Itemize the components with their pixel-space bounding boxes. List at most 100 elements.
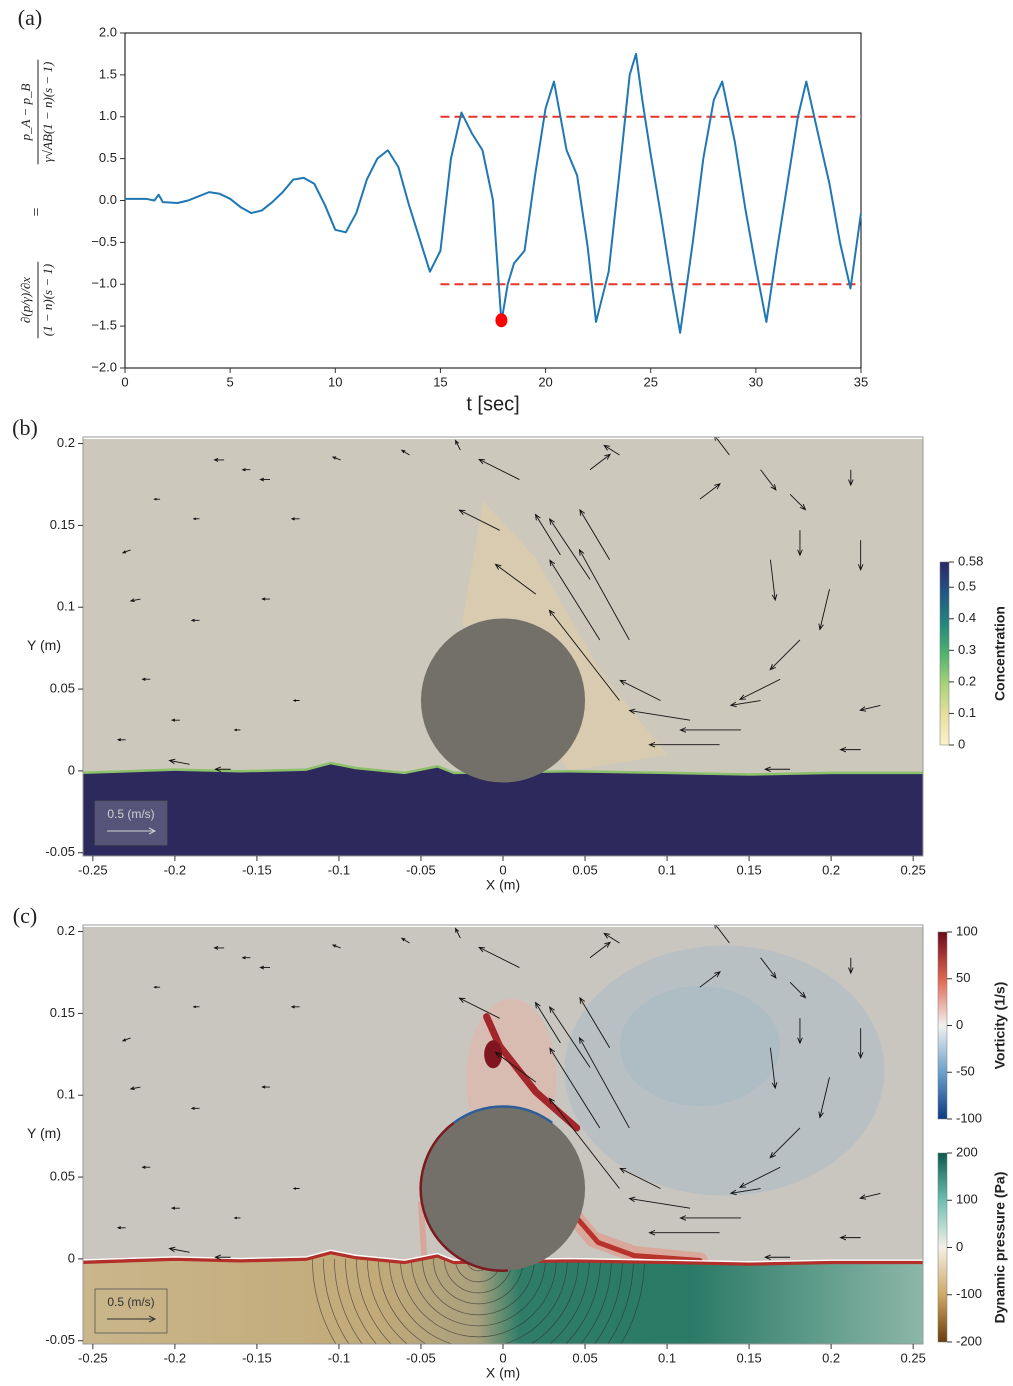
highlight-marker (495, 313, 508, 328)
velocity-arrow (628, 708, 691, 721)
x-tick-label: -0.05 (406, 1350, 436, 1365)
shear-streak (574, 1215, 703, 1264)
colorbar-title: Vorticity (1/s) (992, 982, 1008, 1070)
x-axis-label: X (m) (486, 1365, 520, 1381)
y-tick-label: 0.2 (57, 923, 75, 938)
y-tick-label: 0.15 (50, 1005, 75, 1020)
velocity-arrow (549, 559, 601, 641)
velocity-arrow (400, 449, 410, 456)
cylinder (420, 1106, 586, 1271)
velocity-arrow (292, 699, 300, 702)
velocity-arrow (116, 738, 126, 742)
velocity-arrow (213, 458, 225, 462)
colorbar-tick-label: 0.4 (958, 610, 976, 625)
contour (400, 1258, 557, 1338)
velocity-arrow (458, 509, 500, 531)
x-tick-label: -0.05 (406, 862, 436, 877)
y-tick-label: 1.5 (99, 66, 117, 81)
wake-core (484, 1040, 503, 1069)
velocity-arrow (760, 957, 777, 979)
quiver-key-box (94, 1288, 168, 1334)
x-tick-label: -0.2 (164, 1350, 186, 1365)
y-tick-label: −0.5 (91, 234, 117, 249)
velocity-arrow (233, 1216, 241, 1220)
data-line (125, 52, 862, 334)
velocity-arrow (579, 508, 611, 560)
contour (367, 1258, 590, 1344)
colorbar-tick-label: 0 (958, 736, 965, 751)
velocity-arrow (628, 1196, 691, 1209)
colorbar (937, 1152, 948, 1343)
velocity-arrow (769, 1127, 801, 1159)
velocity-arrow (769, 639, 801, 671)
cylinder (420, 618, 586, 783)
contour (433, 1258, 524, 1305)
x-tick-label: 0 (499, 1350, 506, 1365)
y-tick-label: 0.05 (50, 680, 75, 695)
y-tick-label: 0.1 (57, 1087, 75, 1102)
x-tick-label: 0.2 (822, 1350, 840, 1365)
velocity-arrow (478, 458, 520, 480)
x-tick-label: -0.2 (164, 862, 186, 877)
x-tick-label: -0.1 (328, 862, 350, 877)
velocity-arrow (763, 1254, 791, 1261)
quiver-key-box (94, 800, 168, 846)
velocity-arrow (121, 1037, 131, 1042)
x-tick-label: 0.15 (736, 862, 761, 877)
velocity-arrow (548, 517, 591, 580)
velocity-arrow (548, 609, 620, 701)
velocity-arrow (549, 1047, 601, 1129)
velocity-arrow (589, 941, 612, 959)
x-tick-label: -0.15 (242, 862, 272, 877)
velocity-arrow (292, 1187, 300, 1190)
velocity-arrow (859, 704, 881, 712)
contour (444, 1258, 513, 1294)
y-axis-label: Y (m) (27, 637, 61, 653)
velocity-arrow (241, 956, 251, 960)
y-label-denominator: γ√AB(1 − n)(s − 1) (40, 62, 55, 163)
velocity-arrow (548, 1097, 620, 1189)
velocity-arrow (478, 946, 520, 968)
colorbar-tick-label: -50 (956, 1064, 975, 1079)
velocity-arrow (738, 1166, 781, 1188)
velocity-arrow (290, 1005, 300, 1009)
velocity-arrow (331, 456, 341, 461)
velocity-arrow (261, 1085, 271, 1089)
contour (411, 1258, 546, 1327)
quiver-key-arrow (107, 1315, 157, 1323)
panel-label: (a) (18, 5, 42, 30)
y-tick-label: 0 (68, 762, 75, 777)
velocity-arrow (233, 728, 241, 732)
x-tick-label: 0.2 (822, 862, 840, 877)
colorbar (939, 561, 950, 746)
velocity-arrow (170, 718, 180, 722)
contour (312, 1258, 645, 1344)
velocity-arrow (769, 1047, 778, 1090)
x-tick-label: 0.05 (572, 1350, 597, 1365)
velocity-arrow (603, 444, 620, 456)
velocity-arrow (400, 937, 410, 944)
velocity-arrow (769, 559, 778, 602)
quiver-key-label: 0.5 (m/s) (107, 1295, 154, 1309)
velocity-arrow (121, 549, 131, 554)
colorbar-tick-label: 100 (956, 923, 978, 938)
velocity-arrow (579, 996, 611, 1048)
velocity-arrow (699, 483, 721, 500)
velocity-arrow (141, 1165, 151, 1169)
velocity-arrow (534, 1001, 561, 1044)
velocity-arrow (116, 1226, 126, 1230)
velocity-arrow (192, 1005, 200, 1009)
velocity-arrow (589, 453, 612, 471)
velocity-arrow (763, 766, 791, 773)
velocity-arrow (213, 946, 225, 950)
velocity-arrow (760, 469, 777, 491)
velocity-arrow (679, 727, 741, 733)
velocity-arrow (619, 1167, 661, 1189)
y-tick-label: -0.05 (45, 1332, 75, 1347)
velocity-arrow (714, 925, 730, 944)
x-tick-label: -0.25 (78, 862, 108, 877)
y-tick-label: 0.05 (50, 1168, 75, 1183)
colorbar-tick-label: -200 (956, 1333, 982, 1348)
colorbar-tick-label: -100 (956, 1110, 982, 1125)
